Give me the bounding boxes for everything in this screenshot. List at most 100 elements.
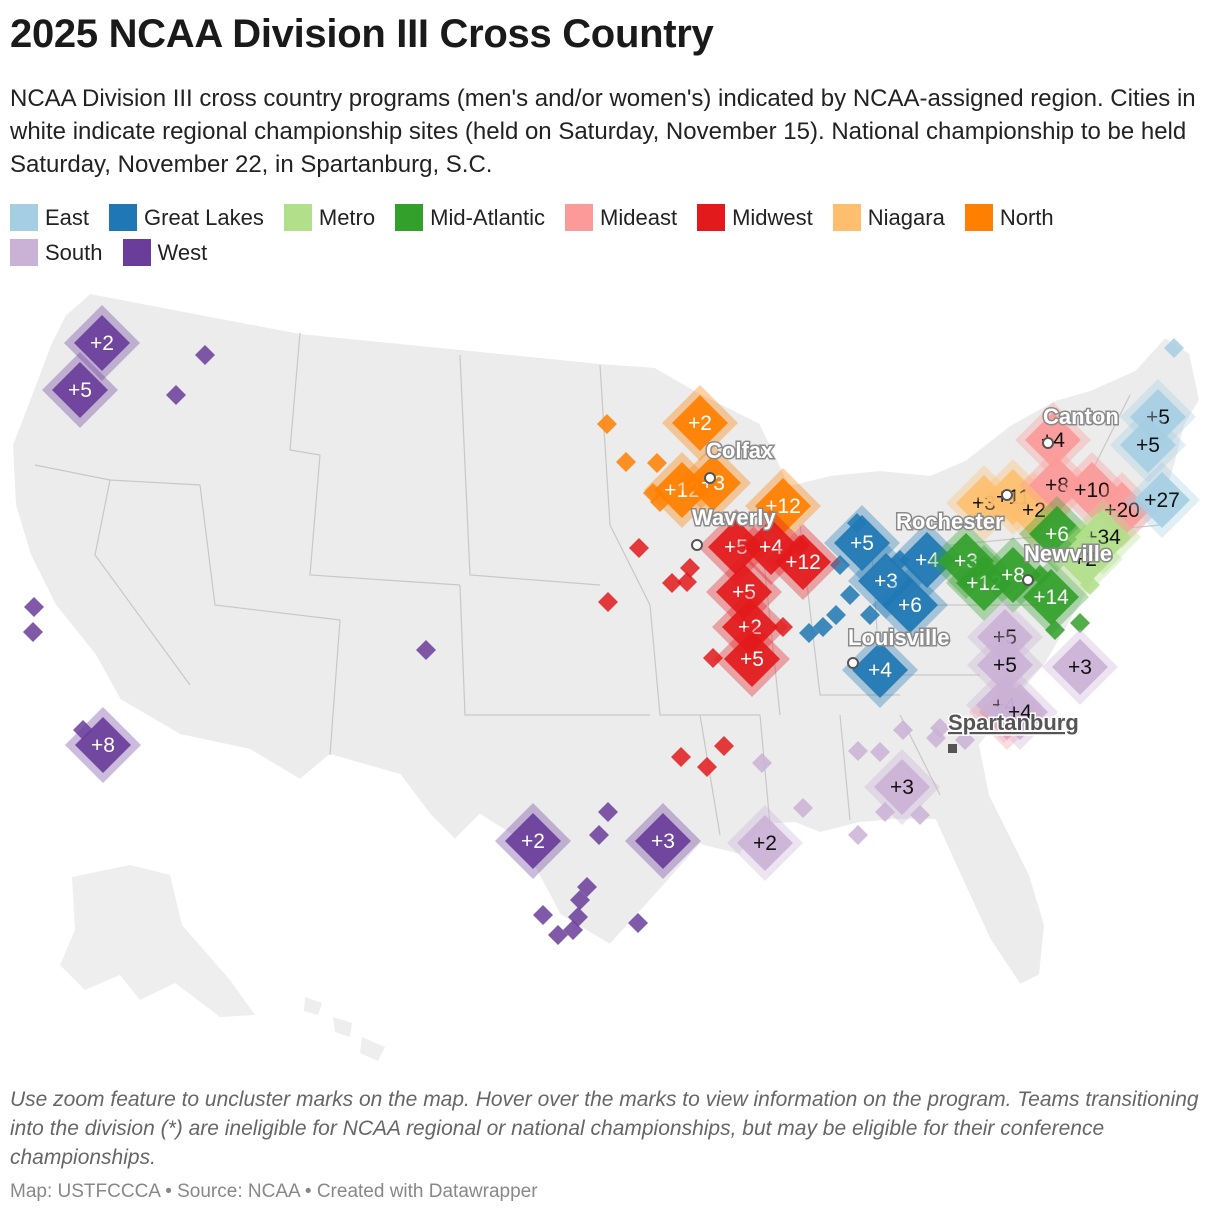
cluster-mark-east[interactable]: [1120, 417, 1176, 473]
cluster-mark-west[interactable]: [505, 813, 561, 869]
legend-item-mideast[interactable]: Mideast: [565, 204, 677, 231]
program-mark-midwest[interactable]: [703, 648, 723, 668]
program-mark-south[interactable]: [955, 730, 975, 750]
cluster-mark-west[interactable]: [75, 717, 131, 773]
cluster-mark-midwest[interactable]: [724, 631, 780, 687]
city-label-canton: Canton: [1043, 404, 1119, 429]
program-mark-west[interactable]: [563, 920, 583, 940]
cluster-mark-great-lakes[interactable]: [852, 642, 908, 698]
program-mark-south[interactable]: [752, 753, 772, 773]
cluster-count-label: +2: [1073, 548, 1097, 571]
cluster-mark-metro[interactable]: [1057, 531, 1113, 587]
program-mark-north[interactable]: [647, 453, 667, 473]
cluster-mark-south[interactable]: [874, 759, 930, 815]
legend-item-south[interactable]: South: [10, 239, 103, 266]
city-label-colfax: Colfax: [706, 438, 774, 463]
program-mark-midwest[interactable]: [697, 757, 717, 777]
spartanburg-site-marker[interactable]: [948, 744, 957, 753]
city-label-spartanburg: Spartanburg: [948, 710, 1079, 735]
newville-site-marker[interactable]: [1022, 574, 1034, 586]
city-label-waverly: Waverly: [692, 505, 776, 530]
legend-label: Niagara: [867, 204, 945, 230]
cluster-mark-west[interactable]: [52, 362, 108, 418]
cluster-mark-south[interactable]: [1052, 639, 1108, 695]
program-mark-north[interactable]: [616, 452, 636, 472]
program-mark-west[interactable]: [628, 913, 648, 933]
legend-item-east[interactable]: East: [10, 204, 89, 231]
program-mark-south[interactable]: [848, 825, 868, 845]
legend-item-west[interactable]: West: [122, 239, 207, 266]
program-mark-great-lakes[interactable]: [830, 555, 850, 575]
program-mark-east[interactable]: [1164, 338, 1184, 358]
program-mark-south[interactable]: [848, 741, 868, 761]
program-mark-midwest[interactable]: [671, 747, 691, 767]
chart-subtitle: NCAA Division III cross country programs…: [10, 85, 1196, 178]
cluster-count-label: +5: [732, 581, 756, 604]
program-mark-midwest[interactable]: [629, 538, 649, 558]
program-mark-west[interactable]: [570, 890, 590, 910]
program-mark-great-lakes[interactable]: [860, 605, 880, 625]
cluster-count-label: +5: [740, 648, 764, 671]
cluster-mark-mideast[interactable]: [1029, 457, 1085, 513]
cluster-mark-midwest[interactable]: [722, 599, 778, 655]
program-mark-midwest[interactable]: [773, 617, 793, 637]
program-mark-west[interactable]: [589, 825, 609, 845]
cluster-mark-north[interactable]: [672, 395, 728, 451]
legend-item-midwest[interactable]: Midwest: [697, 204, 813, 231]
legend-item-mid-atlantic[interactable]: Mid-Atlantic: [395, 204, 545, 231]
cluster-mark-south[interactable]: [737, 815, 793, 871]
program-mark-midwest[interactable]: [662, 573, 682, 593]
program-mark-west[interactable]: [416, 640, 436, 660]
us-map[interactable]: +2+5+8+2 +3+2+12 +3+12+5 +4+12+5+2+5+5+3+4+…: [0, 275, 1220, 1065]
cluster-mark-great-lakes[interactable]: [899, 532, 955, 588]
cluster-mark-great-lakes[interactable]: [882, 577, 938, 633]
cluster-mark-mid-atlantic[interactable]: [985, 547, 1041, 603]
cluster-mark-south[interactable]: [992, 684, 1048, 740]
legend-item-great-lakes[interactable]: Great Lakes: [109, 204, 264, 231]
cluster-mark-mid-atlantic[interactable]: [1023, 569, 1079, 625]
rochester-site-marker[interactable]: [1001, 489, 1013, 501]
program-mark-midwest[interactable]: [598, 592, 618, 612]
program-mark-south[interactable]: [910, 805, 930, 825]
cluster-count-label: +4: [915, 549, 939, 572]
legend-swatch: [10, 204, 38, 231]
cluster-mark-midwest[interactable]: [708, 519, 764, 575]
program-mark-west[interactable]: [598, 802, 618, 822]
waverly-site-marker[interactable]: [691, 539, 703, 551]
cluster-mark-north[interactable]: [755, 478, 811, 534]
canton-site-marker[interactable]: [1042, 437, 1054, 449]
legend-item-niagara[interactable]: Niagara: [832, 204, 945, 231]
cluster-mark-west[interactable]: [635, 813, 691, 869]
louisville-site-marker[interactable]: [847, 657, 859, 669]
cluster-mark-east[interactable]: [1134, 472, 1190, 528]
program-mark-west[interactable]: [166, 385, 186, 405]
city-markers: [691, 437, 1054, 753]
cluster-count-label: +14: [1033, 586, 1069, 609]
program-mark-south[interactable]: [875, 802, 895, 822]
cluster-mark-west[interactable]: [74, 315, 130, 371]
program-mark-south[interactable]: [893, 720, 913, 740]
program-mark-midwest[interactable]: [677, 572, 697, 592]
colfax-site-marker[interactable]: [704, 472, 716, 484]
program-mark-midwest[interactable]: [680, 558, 700, 578]
program-mark-south[interactable]: [793, 798, 813, 818]
program-mark-mid-atlantic[interactable]: [1070, 613, 1090, 633]
program-mark-great-lakes[interactable]: [840, 585, 860, 605]
program-mark-north[interactable]: [597, 414, 617, 434]
legend-item-north[interactable]: North: [964, 204, 1054, 231]
cluster-mark-great-lakes[interactable]: [834, 515, 890, 571]
program-mark-west[interactable]: [24, 597, 44, 617]
program-mark-west[interactable]: [23, 622, 43, 642]
program-mark-south[interactable]: [870, 742, 890, 762]
legend-item-metro[interactable]: Metro: [283, 204, 375, 231]
program-mark-west[interactable]: [195, 345, 215, 365]
program-mark-west[interactable]: [533, 905, 553, 925]
program-mark-great-lakes[interactable]: [826, 605, 846, 625]
program-mark-midwest[interactable]: [714, 736, 734, 756]
cluster-mark-south[interactable]: [977, 637, 1033, 693]
cluster-mark-midwest[interactable]: [716, 564, 772, 620]
program-mark-great-lakes[interactable]: [813, 617, 833, 637]
cluster-mark-midwest[interactable]: [775, 534, 831, 590]
program-mark-mid-atlantic[interactable]: [1045, 620, 1065, 640]
program-mark-south[interactable]: [930, 718, 950, 738]
